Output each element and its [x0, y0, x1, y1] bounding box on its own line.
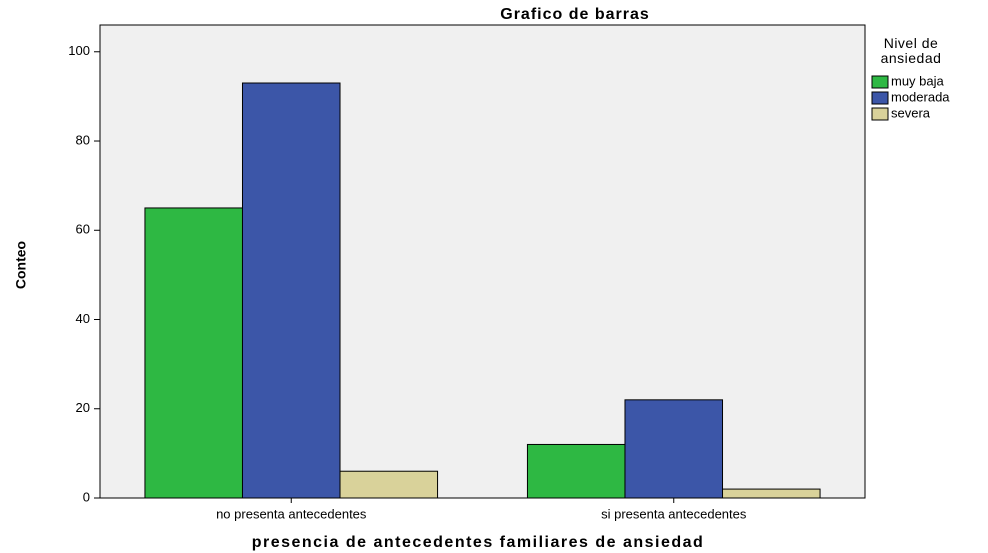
y-tick-label: 100 [68, 43, 90, 58]
legend-label: severa [891, 105, 931, 120]
x-axis-label: presencia de antecedentes familiares de … [252, 534, 705, 551]
legend-title: Nivel de ansiedad [880, 35, 942, 66]
legend-label: muy baja [891, 73, 945, 88]
bar [624, 399, 724, 499]
legend-swatch [871, 107, 889, 121]
chart-title: Grafico de barras [500, 6, 650, 23]
legend-swatch [871, 75, 889, 89]
x-tick-label: no presenta antecedentes [216, 506, 367, 521]
y-tick-label: 80 [76, 132, 90, 147]
bar [144, 207, 243, 499]
bar [339, 470, 439, 499]
y-tick-label: 60 [76, 222, 90, 237]
y-tick-label: 20 [76, 400, 90, 415]
bar [241, 82, 341, 499]
bar [526, 443, 626, 499]
y-axis-label: Conteo [13, 241, 29, 289]
y-tick-label: 40 [76, 311, 90, 326]
y-tick-label: 0 [83, 489, 90, 504]
x-tick-label: si presenta antecedentes [601, 506, 747, 521]
legend-swatch [871, 91, 889, 105]
legend-label: moderada [891, 89, 950, 104]
bar [722, 488, 821, 499]
